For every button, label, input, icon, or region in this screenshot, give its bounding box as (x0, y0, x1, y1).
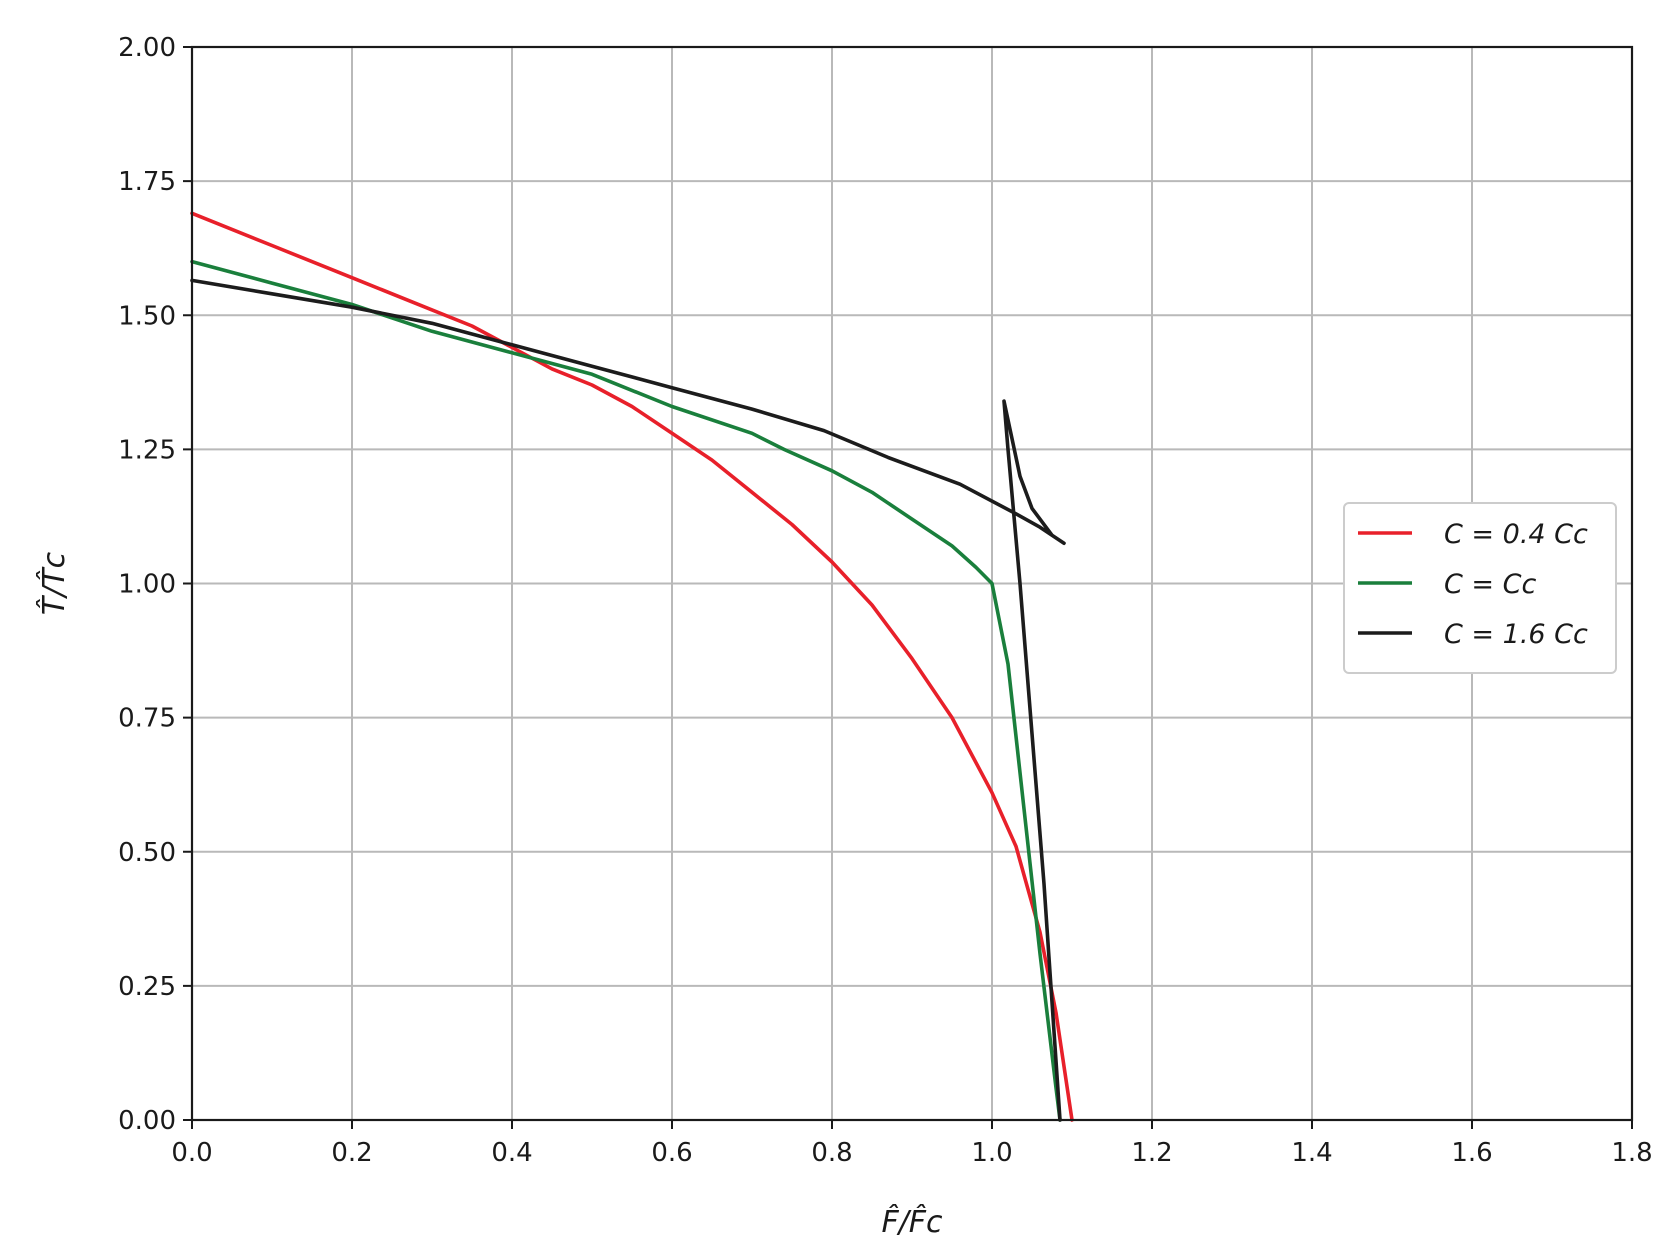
x-tick-label: 0.0 (171, 1138, 212, 1168)
x-axis-ticks: 0.0 0.2 0.4 0.6 0.8 1.0 1.2 1.4 1.6 1.8 (171, 1120, 1653, 1168)
series-line-2 (190, 278, 1066, 1122)
y-tick-label: 0.25 (118, 972, 176, 1002)
y-tick-label: 1.25 (118, 435, 176, 465)
x-tick-label: 0.4 (491, 1138, 532, 1168)
legend-label: C = Cc (1444, 569, 1536, 600)
y-tick-label: 0.00 (118, 1106, 176, 1136)
x-tick-label: 1.6 (1451, 1138, 1492, 1168)
legend-label: C = 1.6 Cc (1444, 619, 1588, 650)
x-tick-label: 0.2 (331, 1138, 372, 1168)
y-axis-label: T̂/T̂c (36, 551, 72, 615)
y-tick-label: 1.75 (118, 167, 176, 197)
legend-box (1343, 502, 1617, 674)
x-tick-label: 1.8 (1611, 1138, 1652, 1168)
x-tick-label: 0.8 (811, 1138, 852, 1168)
legend-label: C = 0.4 Cc (1444, 519, 1588, 550)
y-tick-label: 2.00 (118, 33, 176, 63)
x-axis-label: F̂/F̂c (881, 1204, 943, 1240)
series-line-0 (190, 211, 1074, 1122)
y-tick-label: 0.75 (118, 704, 176, 734)
x-tick-label: 1.4 (1291, 1138, 1332, 1168)
y-axis-ticks: 0.00 0.25 0.50 0.75 1.00 1.25 1.50 1.75 2.00 (118, 33, 192, 1136)
x-tick-label: 1.2 (1131, 1138, 1172, 1168)
series-line-1 (190, 259, 1062, 1122)
y-tick-label: 0.50 (118, 838, 176, 868)
series-lines (190, 211, 1074, 1122)
y-tick-label: 1.00 (118, 570, 176, 600)
x-tick-label: 0.6 (651, 1138, 692, 1168)
x-tick-label: 1.0 (971, 1138, 1012, 1168)
y-tick-label: 1.50 (118, 301, 176, 331)
legend: C = 0.4 Cc C = Cc C = 1.6 Cc (1343, 502, 1617, 674)
